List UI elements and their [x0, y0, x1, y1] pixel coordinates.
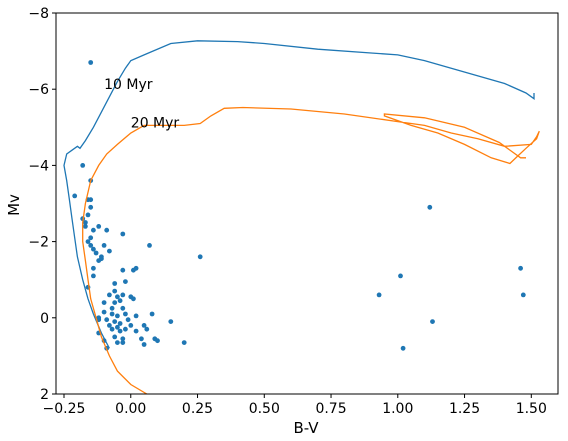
series-line-1	[63, 40, 535, 349]
data-point	[197, 254, 203, 260]
y-tick-label: −8	[28, 6, 49, 22]
data-point	[88, 235, 94, 241]
data-point	[109, 326, 115, 332]
y-tick-label: 2	[40, 387, 49, 403]
data-point	[181, 340, 187, 345]
data-point	[117, 321, 123, 326]
data-point	[107, 323, 112, 328]
plot-area: 10 Myr 20 Myr	[63, 40, 540, 394]
x-axis-label: B-V	[293, 419, 319, 437]
data-point	[83, 224, 88, 229]
data-point	[120, 231, 126, 237]
data-point	[518, 265, 523, 271]
y-tick-label: −6	[28, 82, 49, 98]
data-point	[131, 267, 136, 273]
data-point	[120, 305, 126, 311]
data-point	[131, 296, 136, 302]
x-tick-label: −0.25	[43, 401, 86, 417]
data-point	[101, 243, 107, 248]
x-tick-label: 0.75	[315, 401, 346, 417]
data-point	[91, 273, 96, 279]
data-point	[88, 197, 94, 203]
data-point	[91, 265, 96, 271]
x-tick-label: 1.25	[449, 401, 480, 417]
data-point	[91, 246, 96, 252]
data-point	[120, 292, 126, 298]
x-tick-label: 1.50	[516, 401, 547, 417]
data-point	[112, 300, 118, 305]
data-point	[123, 326, 128, 332]
data-point	[120, 267, 126, 273]
data-point	[72, 193, 78, 199]
data-point	[104, 227, 110, 233]
data-point	[123, 311, 128, 317]
axis-ticks: −0.25 0.00 0.25 0.50 0.75 1.00 1.25 1.50 −8 −6 −4 −…	[28, 6, 547, 417]
data-point	[93, 250, 99, 256]
data-point	[139, 336, 144, 342]
axes-frame	[55, 12, 559, 395]
data-point	[83, 220, 88, 225]
data-point	[117, 328, 123, 334]
data-point	[149, 311, 155, 317]
data-point	[115, 294, 120, 300]
data-point	[115, 313, 120, 319]
data-point	[115, 324, 120, 330]
data-point	[101, 309, 107, 315]
x-tick-label: 0.00	[115, 401, 146, 417]
y-axis-label: Mv	[5, 194, 23, 216]
data-point	[112, 288, 118, 294]
data-point	[117, 298, 123, 304]
data-point	[120, 336, 126, 342]
data-point	[125, 317, 131, 323]
y-tick-label: −4	[28, 158, 49, 174]
data-point	[133, 313, 139, 319]
y-tick-label: −2	[28, 235, 49, 251]
data-point	[141, 342, 147, 347]
data-point	[109, 305, 115, 311]
annotation-label: 20 Myr	[131, 115, 180, 131]
data-point	[120, 340, 126, 345]
data-point	[123, 279, 128, 284]
data-point	[88, 60, 94, 65]
data-point	[109, 311, 115, 317]
data-point	[88, 243, 94, 248]
data-point	[128, 323, 134, 328]
data-point	[96, 258, 102, 263]
data-point	[427, 204, 433, 210]
data-point	[96, 224, 102, 229]
series-line-2	[82, 106, 540, 394]
data-point	[112, 281, 118, 286]
data-point	[85, 212, 91, 218]
x-tick-label: 0.25	[182, 401, 213, 417]
data-point	[85, 239, 91, 245]
data-point	[376, 292, 382, 298]
x-tick-label: 1.00	[382, 401, 413, 417]
y-tick-label: 0	[40, 311, 49, 327]
data-point	[107, 292, 112, 298]
data-point	[141, 323, 147, 328]
data-point	[398, 273, 403, 279]
data-point	[107, 248, 112, 254]
x-tick-label: 0.50	[249, 401, 280, 417]
data-point	[400, 345, 406, 351]
data-point	[155, 338, 160, 344]
annotation-label: 10 Myr	[104, 77, 153, 93]
data-point	[112, 319, 118, 324]
data-point	[115, 340, 120, 345]
data-point	[133, 328, 139, 334]
data-point	[112, 334, 118, 340]
data-point	[147, 243, 152, 248]
data-point	[144, 326, 150, 332]
data-point	[88, 204, 94, 210]
data-point	[168, 319, 174, 324]
data-point	[104, 317, 110, 323]
data-point	[101, 300, 107, 305]
data-point	[520, 292, 526, 298]
data-point	[430, 319, 435, 324]
data-point	[91, 227, 96, 233]
data-point	[80, 163, 86, 168]
